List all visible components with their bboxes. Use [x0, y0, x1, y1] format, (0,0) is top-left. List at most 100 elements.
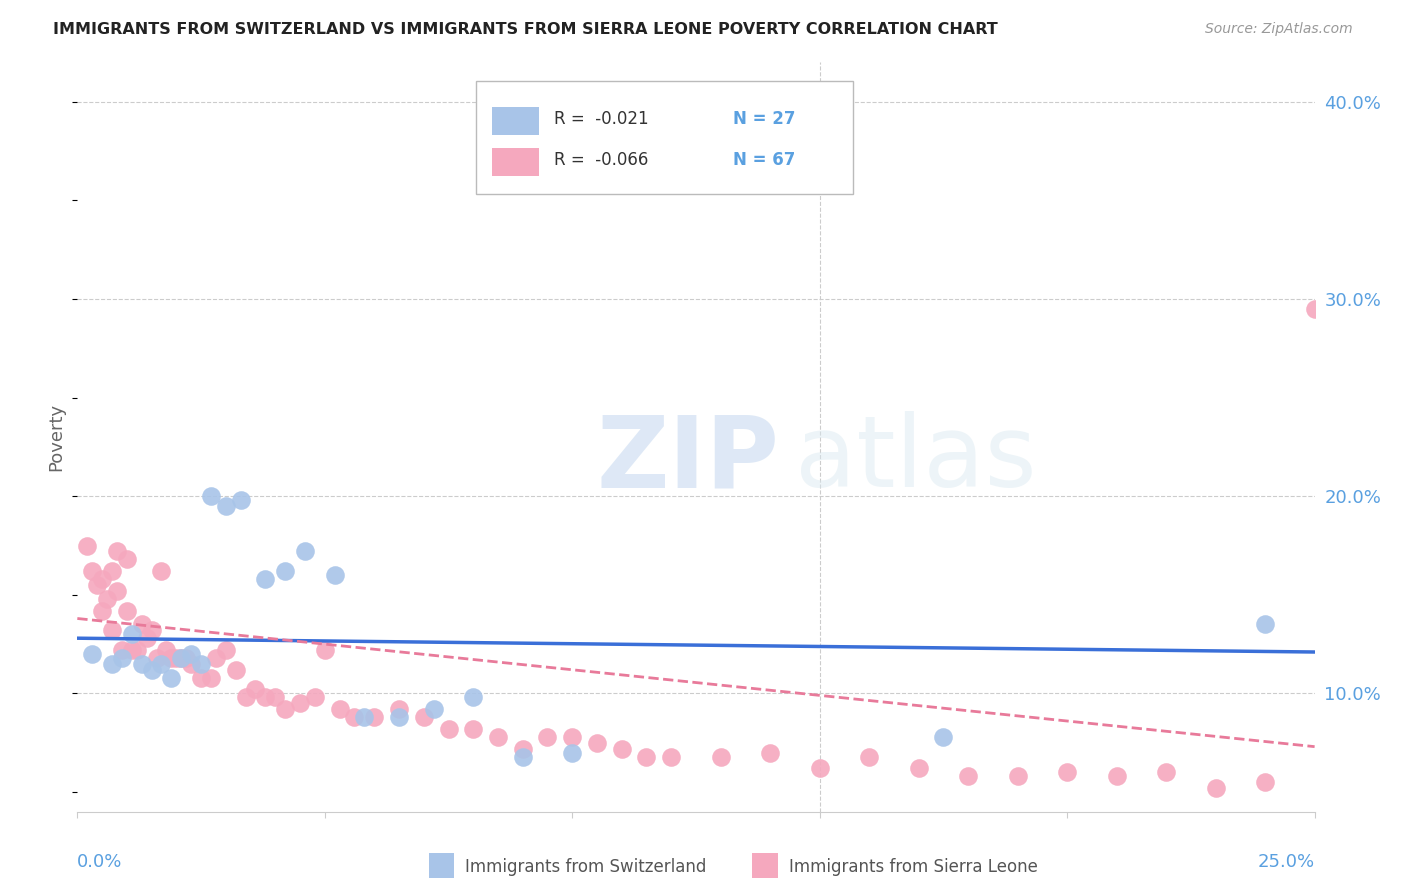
Point [86, 578, 108, 592]
Point [294, 544, 316, 558]
Point [245, 682, 267, 697]
Text: R =  -0.021: R = -0.021 [554, 110, 648, 128]
Point [121, 643, 143, 657]
Point [288, 696, 311, 710]
Point [115, 552, 138, 566]
Bar [492, 148, 538, 177]
Point [111, 651, 134, 665]
Point [160, 671, 183, 685]
Point [170, 651, 193, 665]
Point [659, 749, 682, 764]
Point [388, 710, 411, 724]
Point [145, 651, 167, 665]
Point [1254, 775, 1277, 789]
Point [101, 657, 124, 671]
Point [932, 730, 955, 744]
Point [486, 730, 509, 744]
Point [91, 572, 114, 586]
Point [463, 722, 485, 736]
Point [215, 499, 238, 513]
Text: N = 67: N = 67 [733, 151, 796, 169]
Point [422, 702, 444, 716]
FancyBboxPatch shape [475, 81, 853, 194]
Point [229, 493, 252, 508]
Point [274, 702, 297, 716]
Point [96, 591, 118, 606]
Text: N = 27: N = 27 [733, 110, 796, 128]
Point [463, 690, 485, 705]
Point [165, 651, 187, 665]
Point [180, 647, 202, 661]
Point [759, 746, 782, 760]
Point [1303, 301, 1326, 316]
Text: Immigrants from Sierra Leone: Immigrants from Sierra Leone [789, 858, 1038, 876]
Point [76, 539, 98, 553]
Point [105, 583, 128, 598]
Point [254, 690, 277, 705]
Point [105, 544, 128, 558]
Point [512, 749, 534, 764]
Point [190, 671, 212, 685]
Text: Source: ZipAtlas.com: Source: ZipAtlas.com [1205, 22, 1353, 37]
Point [200, 489, 222, 503]
Bar [752, 853, 778, 878]
Y-axis label: Poverty: Poverty [48, 403, 66, 471]
Point [225, 663, 247, 677]
Point [125, 643, 148, 657]
Point [101, 624, 124, 638]
Point [131, 617, 153, 632]
Point [561, 730, 583, 744]
Point [174, 651, 197, 665]
Point [636, 164, 658, 178]
Point [190, 657, 212, 671]
Point [121, 627, 143, 641]
Point [363, 710, 385, 724]
Point [91, 604, 114, 618]
Point [82, 564, 104, 578]
Point [1205, 780, 1227, 795]
Point [160, 651, 183, 665]
Point [1254, 617, 1277, 632]
Point [264, 690, 287, 705]
Point [858, 749, 880, 764]
Point [254, 572, 277, 586]
Point [412, 710, 434, 724]
Bar [429, 853, 454, 878]
Text: IMMIGRANTS FROM SWITZERLAND VS IMMIGRANTS FROM SIERRA LEONE POVERTY CORRELATION : IMMIGRANTS FROM SWITZERLAND VS IMMIGRANT… [53, 22, 998, 37]
Point [101, 564, 124, 578]
Point [150, 564, 173, 578]
Point [235, 690, 257, 705]
Point [215, 643, 238, 657]
Bar [492, 107, 538, 135]
Text: R =  -0.066: R = -0.066 [554, 151, 648, 169]
Point [512, 741, 534, 756]
Text: 0.0%: 0.0% [77, 853, 122, 871]
Point [170, 651, 193, 665]
Point [200, 671, 222, 685]
Point [636, 749, 658, 764]
Point [536, 730, 558, 744]
Point [561, 746, 583, 760]
Point [135, 631, 157, 645]
Point [1007, 769, 1029, 783]
Point [155, 643, 177, 657]
Point [115, 604, 138, 618]
Point [304, 690, 326, 705]
Point [141, 663, 163, 677]
Text: atlas: atlas [794, 411, 1036, 508]
Point [710, 749, 733, 764]
Point [437, 722, 460, 736]
Point [111, 643, 134, 657]
Point [131, 657, 153, 671]
Point [274, 564, 297, 578]
Point [180, 657, 202, 671]
Point [329, 702, 352, 716]
Point [353, 710, 375, 724]
Text: ZIP: ZIP [598, 411, 780, 508]
Point [314, 643, 336, 657]
Point [1105, 769, 1128, 783]
Point [388, 702, 411, 716]
Point [1056, 765, 1078, 780]
Text: 25.0%: 25.0% [1257, 853, 1315, 871]
Point [141, 624, 163, 638]
